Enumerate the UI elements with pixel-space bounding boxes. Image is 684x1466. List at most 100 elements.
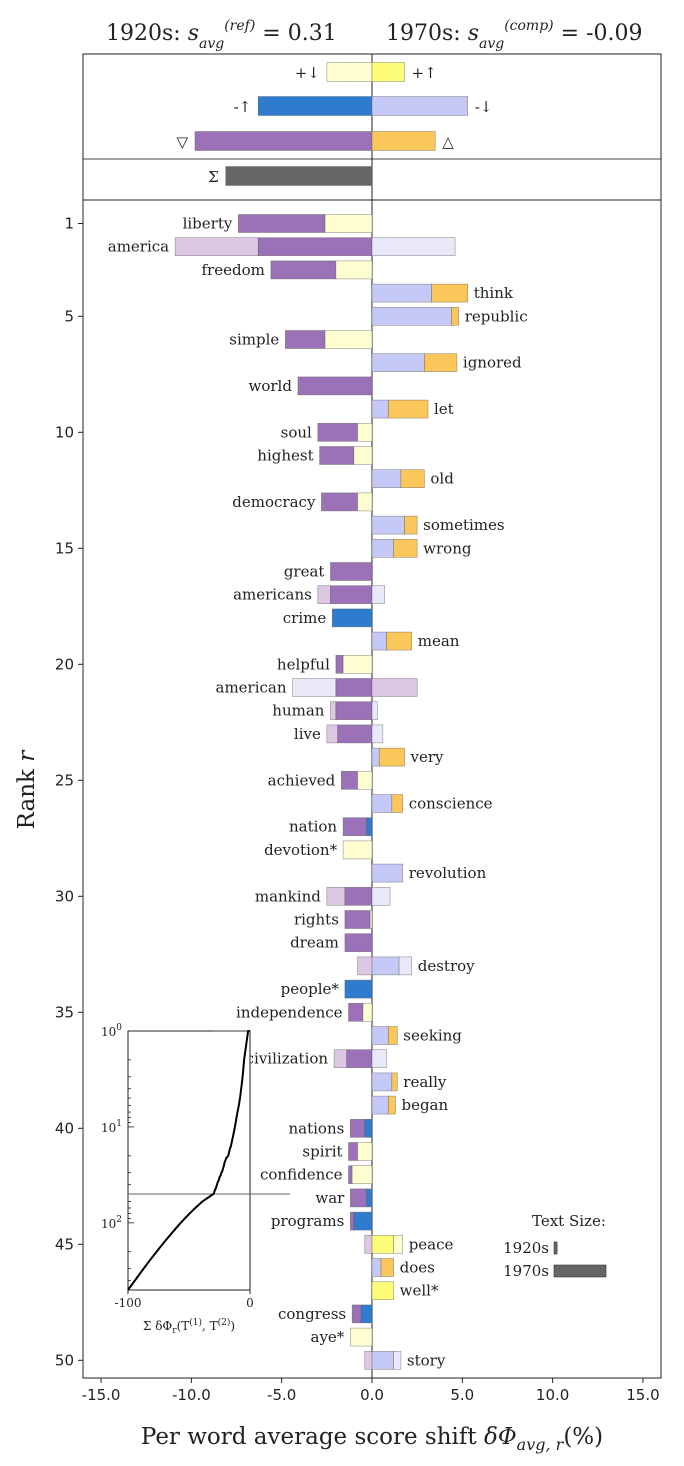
word-row-really: really (371, 1072, 447, 1092)
word-bar-segment (371, 399, 389, 419)
word-bar-segment (404, 515, 418, 535)
word-bar-segment (297, 376, 373, 396)
x-tick-label: 0.0 (360, 1386, 384, 1404)
word-row-programs: programs (271, 1211, 373, 1231)
word-row-world: world (248, 376, 373, 396)
word-label: mankind (255, 887, 321, 905)
word-row-america: america (108, 237, 456, 256)
word-bar-segment (371, 515, 405, 535)
word-bar-segment (350, 1188, 367, 1208)
word-bar-segment (364, 1351, 373, 1370)
summary-label: -↓ (475, 98, 493, 116)
word-bar-segment (398, 956, 413, 976)
word-bar-segment (371, 863, 404, 883)
word-label: nations (288, 1119, 344, 1137)
word-bar-segment (348, 1165, 353, 1184)
word-label: confidence (260, 1166, 343, 1184)
inset-x-tick-label: -100 (115, 1296, 142, 1310)
word-bar-segment (174, 237, 259, 256)
word-bar-segment (393, 538, 418, 558)
word-bar-segment (284, 330, 326, 349)
word-row-conscience: conscience (371, 794, 493, 813)
y-axis-label: Rank r (14, 749, 40, 830)
word-label: really (403, 1073, 447, 1091)
word-label: civilization (246, 1050, 329, 1068)
word-label: independence (236, 1003, 343, 1021)
word-row-human: human (272, 701, 378, 721)
word-bar-segment (371, 747, 380, 767)
word-bar-segment (371, 1258, 382, 1277)
word-label: liberty (183, 215, 233, 233)
word-bar-segment (378, 747, 405, 767)
word-label: live (294, 725, 321, 743)
word-bar-segment (335, 654, 344, 674)
word-row-republic: republic (371, 306, 528, 326)
word-row-independence: independence (236, 1002, 373, 1022)
word-label: revolution (409, 864, 487, 882)
word-label: american (216, 679, 287, 697)
word-bar-segment (371, 585, 385, 605)
y-tick-label: 30 (55, 887, 74, 905)
text-size-bar (553, 1264, 607, 1278)
word-bar-segment (366, 1188, 373, 1208)
word-label: world (248, 377, 292, 395)
word-bar-segment (342, 817, 367, 837)
word-row-liberty: liberty (183, 214, 373, 233)
word-bar-segment (371, 794, 393, 813)
word-row-seeking: seeking (371, 1026, 462, 1045)
summary-bar (257, 96, 373, 116)
word-row-story: story (364, 1351, 446, 1370)
summary-label: △ (442, 133, 454, 151)
word-bar-segment (317, 422, 358, 442)
word-label: very (410, 748, 445, 766)
y-tick-label: 35 (55, 1003, 74, 1021)
summary-bar (326, 62, 373, 82)
word-row-well: well* (371, 1281, 439, 1300)
word-label: crime (283, 609, 327, 627)
word-bar-segment (362, 1002, 373, 1022)
x-tick-label: -10.0 (172, 1386, 211, 1404)
word-bar-segment (371, 237, 456, 256)
inset-y-tick-label: 100 (101, 1023, 122, 1039)
summary-total-bar (225, 166, 373, 186)
word-label: mean (418, 632, 460, 650)
x-axis-label: Per word average score shift δΦavg, r(%) (141, 1424, 603, 1454)
word-label: programs (271, 1212, 344, 1230)
word-bar-segment (360, 1304, 373, 1324)
word-bar-segment (371, 886, 391, 906)
word-bar-segment (342, 654, 373, 674)
word-bar-segment (391, 1072, 398, 1092)
word-row-mean: mean (371, 631, 460, 651)
inset-cumulative-curve (127, 1030, 250, 1291)
word-bar-segment (371, 701, 378, 721)
y-tick-label: 1 (64, 215, 74, 233)
inset-x-label: Σ δΦr(T(1), T(2)) (143, 1317, 235, 1336)
word-bar-segment (451, 306, 460, 326)
inset-y-tick-label: 102 (101, 1215, 122, 1231)
title-right: 1970s: savg(comp) = -0.09 (386, 18, 642, 52)
word-bar-segment (340, 770, 358, 790)
summary-bar (371, 62, 405, 82)
summary-label: +↓ (295, 64, 320, 82)
text-size-label: 1970s (503, 1262, 549, 1280)
word-label: people* (281, 980, 340, 998)
word-label: highest (257, 447, 313, 465)
word-label: republic (465, 307, 528, 325)
word-bar-segment (353, 446, 373, 465)
word-row-nation: nation (289, 817, 373, 837)
word-bar-segment (371, 1281, 394, 1300)
word-row-live: live (294, 724, 384, 744)
y-tick-label: 40 (55, 1119, 74, 1137)
word-label: think (474, 284, 514, 302)
inset-y-tick-label: 101 (101, 1119, 122, 1135)
word-row-civilization: civilization (246, 1049, 387, 1068)
word-bar-segment (424, 353, 458, 373)
word-bar-segment (371, 1026, 389, 1045)
cumulative-inset: 100 101 102 -100 0 Σ δΦr(T(1), T(2)) (101, 1023, 290, 1336)
word-bar-segment (351, 1165, 373, 1184)
word-row-devotion: devotion* (264, 840, 373, 860)
word-label: achieved (268, 771, 336, 789)
word-bar-segment (380, 1258, 394, 1277)
word-bar-segment (387, 399, 429, 419)
